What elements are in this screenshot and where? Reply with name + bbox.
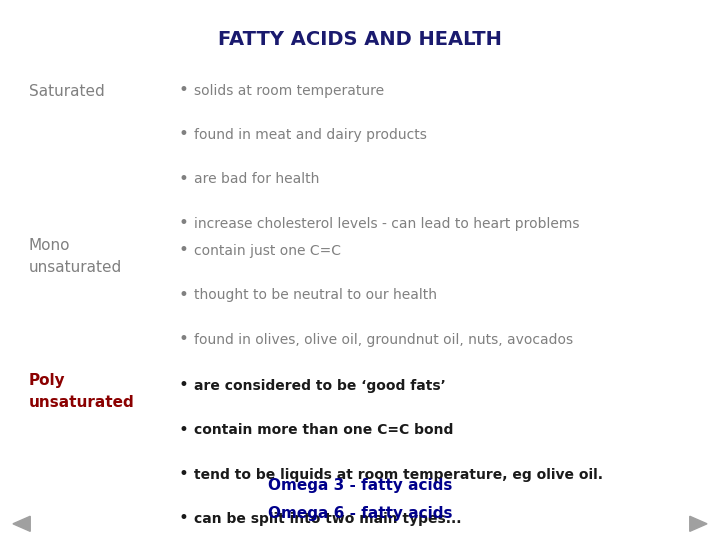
Text: contain just one C=C: contain just one C=C [194, 244, 341, 258]
Text: Omega 6 - fatty acids: Omega 6 - fatty acids [268, 506, 452, 521]
Text: •: • [179, 241, 189, 259]
Text: can be split into two main types...: can be split into two main types... [194, 512, 462, 526]
Text: found in meat and dairy products: found in meat and dairy products [194, 128, 427, 142]
Text: •: • [179, 81, 189, 99]
Text: are considered to be ‘good fats’: are considered to be ‘good fats’ [194, 379, 446, 393]
Text: thought to be neutral to our health: thought to be neutral to our health [194, 288, 438, 302]
Text: Omega 3 - fatty acids: Omega 3 - fatty acids [268, 478, 452, 493]
Text: •: • [179, 125, 189, 143]
Text: •: • [179, 170, 189, 187]
Text: contain more than one C=C bond: contain more than one C=C bond [194, 423, 454, 437]
Text: •: • [179, 330, 189, 348]
Text: increase cholesterol levels - can lead to heart problems: increase cholesterol levels - can lead t… [194, 217, 580, 231]
Polygon shape [690, 516, 707, 531]
Text: found in olives, olive oil, groundnut oil, nuts, avocados: found in olives, olive oil, groundnut oi… [194, 333, 574, 347]
Text: •: • [179, 214, 189, 232]
Text: unsaturated: unsaturated [29, 260, 122, 275]
Text: Saturated: Saturated [29, 84, 104, 99]
Text: •: • [179, 286, 189, 303]
Text: unsaturated: unsaturated [29, 395, 135, 410]
Text: Poly: Poly [29, 373, 66, 388]
Text: •: • [179, 421, 189, 438]
Text: •: • [179, 376, 189, 394]
Text: solids at room temperature: solids at room temperature [194, 84, 384, 98]
Text: •: • [179, 509, 189, 527]
Text: FATTY ACIDS AND HEALTH: FATTY ACIDS AND HEALTH [218, 30, 502, 49]
Text: tend to be liquids at room temperature, eg olive oil.: tend to be liquids at room temperature, … [194, 468, 603, 482]
Text: are bad for health: are bad for health [194, 172, 320, 186]
Text: Mono: Mono [29, 238, 71, 253]
Polygon shape [13, 516, 30, 531]
Text: •: • [179, 465, 189, 483]
